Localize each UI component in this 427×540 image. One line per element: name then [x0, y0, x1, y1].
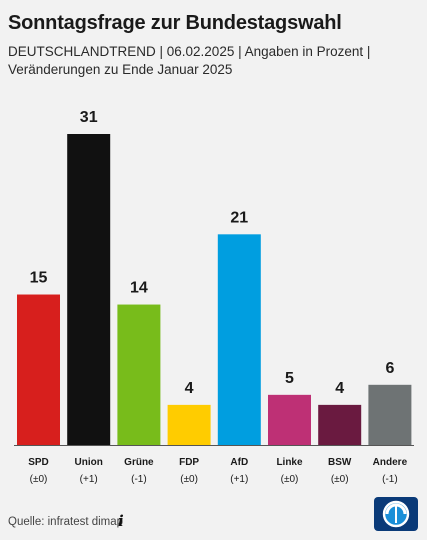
value-label-7: 6 [385, 360, 394, 377]
value-label-3: 4 [185, 380, 194, 397]
bar-6 [318, 404, 362, 445]
bar-5 [268, 394, 311, 445]
value-label-4: 21 [230, 209, 248, 226]
change-label-6: (±0) [331, 474, 349, 485]
chart-title: Sonntagsfrage zur Bundestagswahl [8, 12, 342, 34]
value-label-0: 15 [30, 270, 48, 287]
bar-2 [117, 304, 161, 445]
category-label-5: Linke [276, 457, 303, 468]
subtitle-line-1: DEUTSCHLANDTREND | 06.02.2025 | Angaben … [8, 44, 371, 59]
value-label-5: 5 [285, 370, 294, 387]
bar-4 [217, 234, 261, 445]
bar-7 [368, 384, 412, 445]
change-label-4: (+1) [230, 474, 248, 485]
category-label-0: SPD [28, 457, 49, 468]
category-label-6: BSW [328, 457, 352, 468]
category-label-7: Andere [373, 457, 408, 468]
change-label-7: (-1) [382, 474, 398, 485]
category-label-2: Grüne [124, 457, 154, 468]
bar-3 [167, 404, 211, 445]
value-label-6: 4 [335, 380, 344, 397]
change-label-0: (±0) [30, 474, 48, 485]
subtitle-line-2: Veränderungen zu Ende Januar 2025 [8, 62, 233, 77]
value-label-2: 14 [130, 280, 148, 297]
bar-0 [17, 294, 60, 445]
tagesschau-logo [374, 497, 418, 531]
category-label-4: AfD [230, 457, 248, 468]
info-icon[interactable]: i [118, 512, 124, 530]
bar-1 [67, 134, 111, 445]
change-label-1: (+1) [80, 474, 98, 485]
chart-subtitle: DEUTSCHLANDTREND | 06.02.2025 | Angaben … [8, 43, 418, 79]
bar-chart: 15 SPD (±0) 31 Union (+1) 14 Grüne (-1) 4 FDP (±0) 2… [14, 109, 414, 485]
source-label: Quelle: infratest dimap [8, 516, 124, 528]
category-label-3: FDP [179, 457, 199, 468]
change-label-2: (-1) [131, 474, 147, 485]
value-label-1: 31 [80, 109, 98, 126]
category-label-1: Union [75, 457, 103, 468]
change-label-3: (±0) [180, 474, 198, 485]
change-label-5: (±0) [281, 474, 299, 485]
